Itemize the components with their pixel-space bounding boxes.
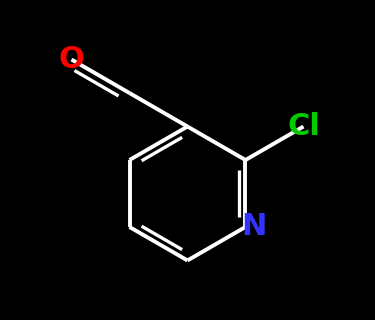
Text: N: N (241, 212, 266, 242)
Text: Cl: Cl (287, 112, 320, 141)
Text: O: O (58, 45, 84, 74)
